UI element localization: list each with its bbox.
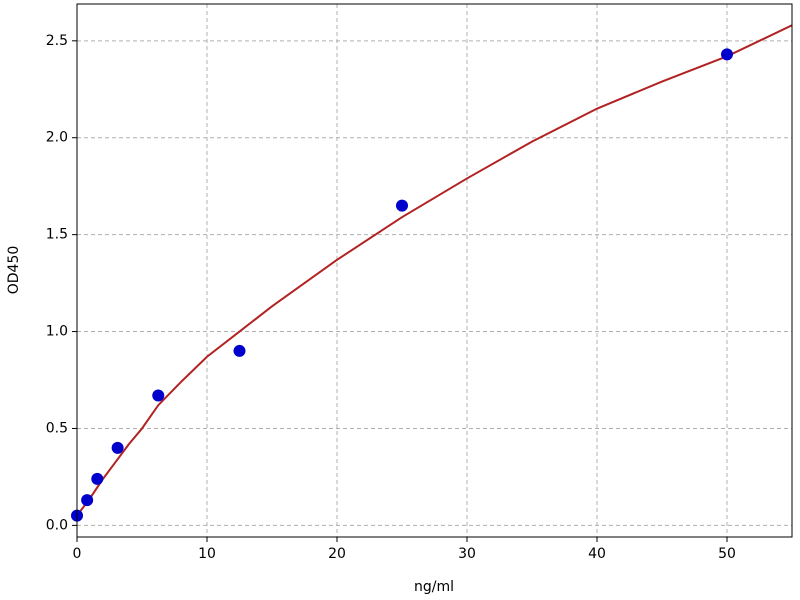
x-tick-label: 20 [328, 546, 346, 562]
plot-frame [76, 3, 793, 538]
data-point [396, 199, 408, 212]
data-point [111, 441, 124, 454]
x-tick-label: 10 [198, 546, 216, 562]
data-point [233, 344, 246, 357]
y-tick-label: 2.5 [46, 33, 68, 49]
data-point [81, 494, 94, 507]
x-tick-label: 40 [588, 546, 606, 562]
x-tick-label: 0 [73, 546, 82, 562]
y-tick-label: 0.5 [46, 420, 68, 436]
data-point [152, 389, 165, 402]
y-tick-label: 1.0 [46, 324, 68, 340]
x-axis-label: ng/ml [414, 579, 454, 595]
y-axis-label: OD450 [6, 246, 22, 295]
y-tick-label: 0.0 [46, 517, 68, 533]
y-tick-label: 1.5 [46, 227, 68, 243]
data-point [91, 472, 104, 485]
fit-curve [77, 24, 792, 517]
data-point [721, 48, 733, 61]
y-tick-label: 2.0 [46, 130, 68, 146]
x-tick-label: 30 [458, 546, 476, 562]
x-tick-label: 50 [718, 546, 736, 562]
